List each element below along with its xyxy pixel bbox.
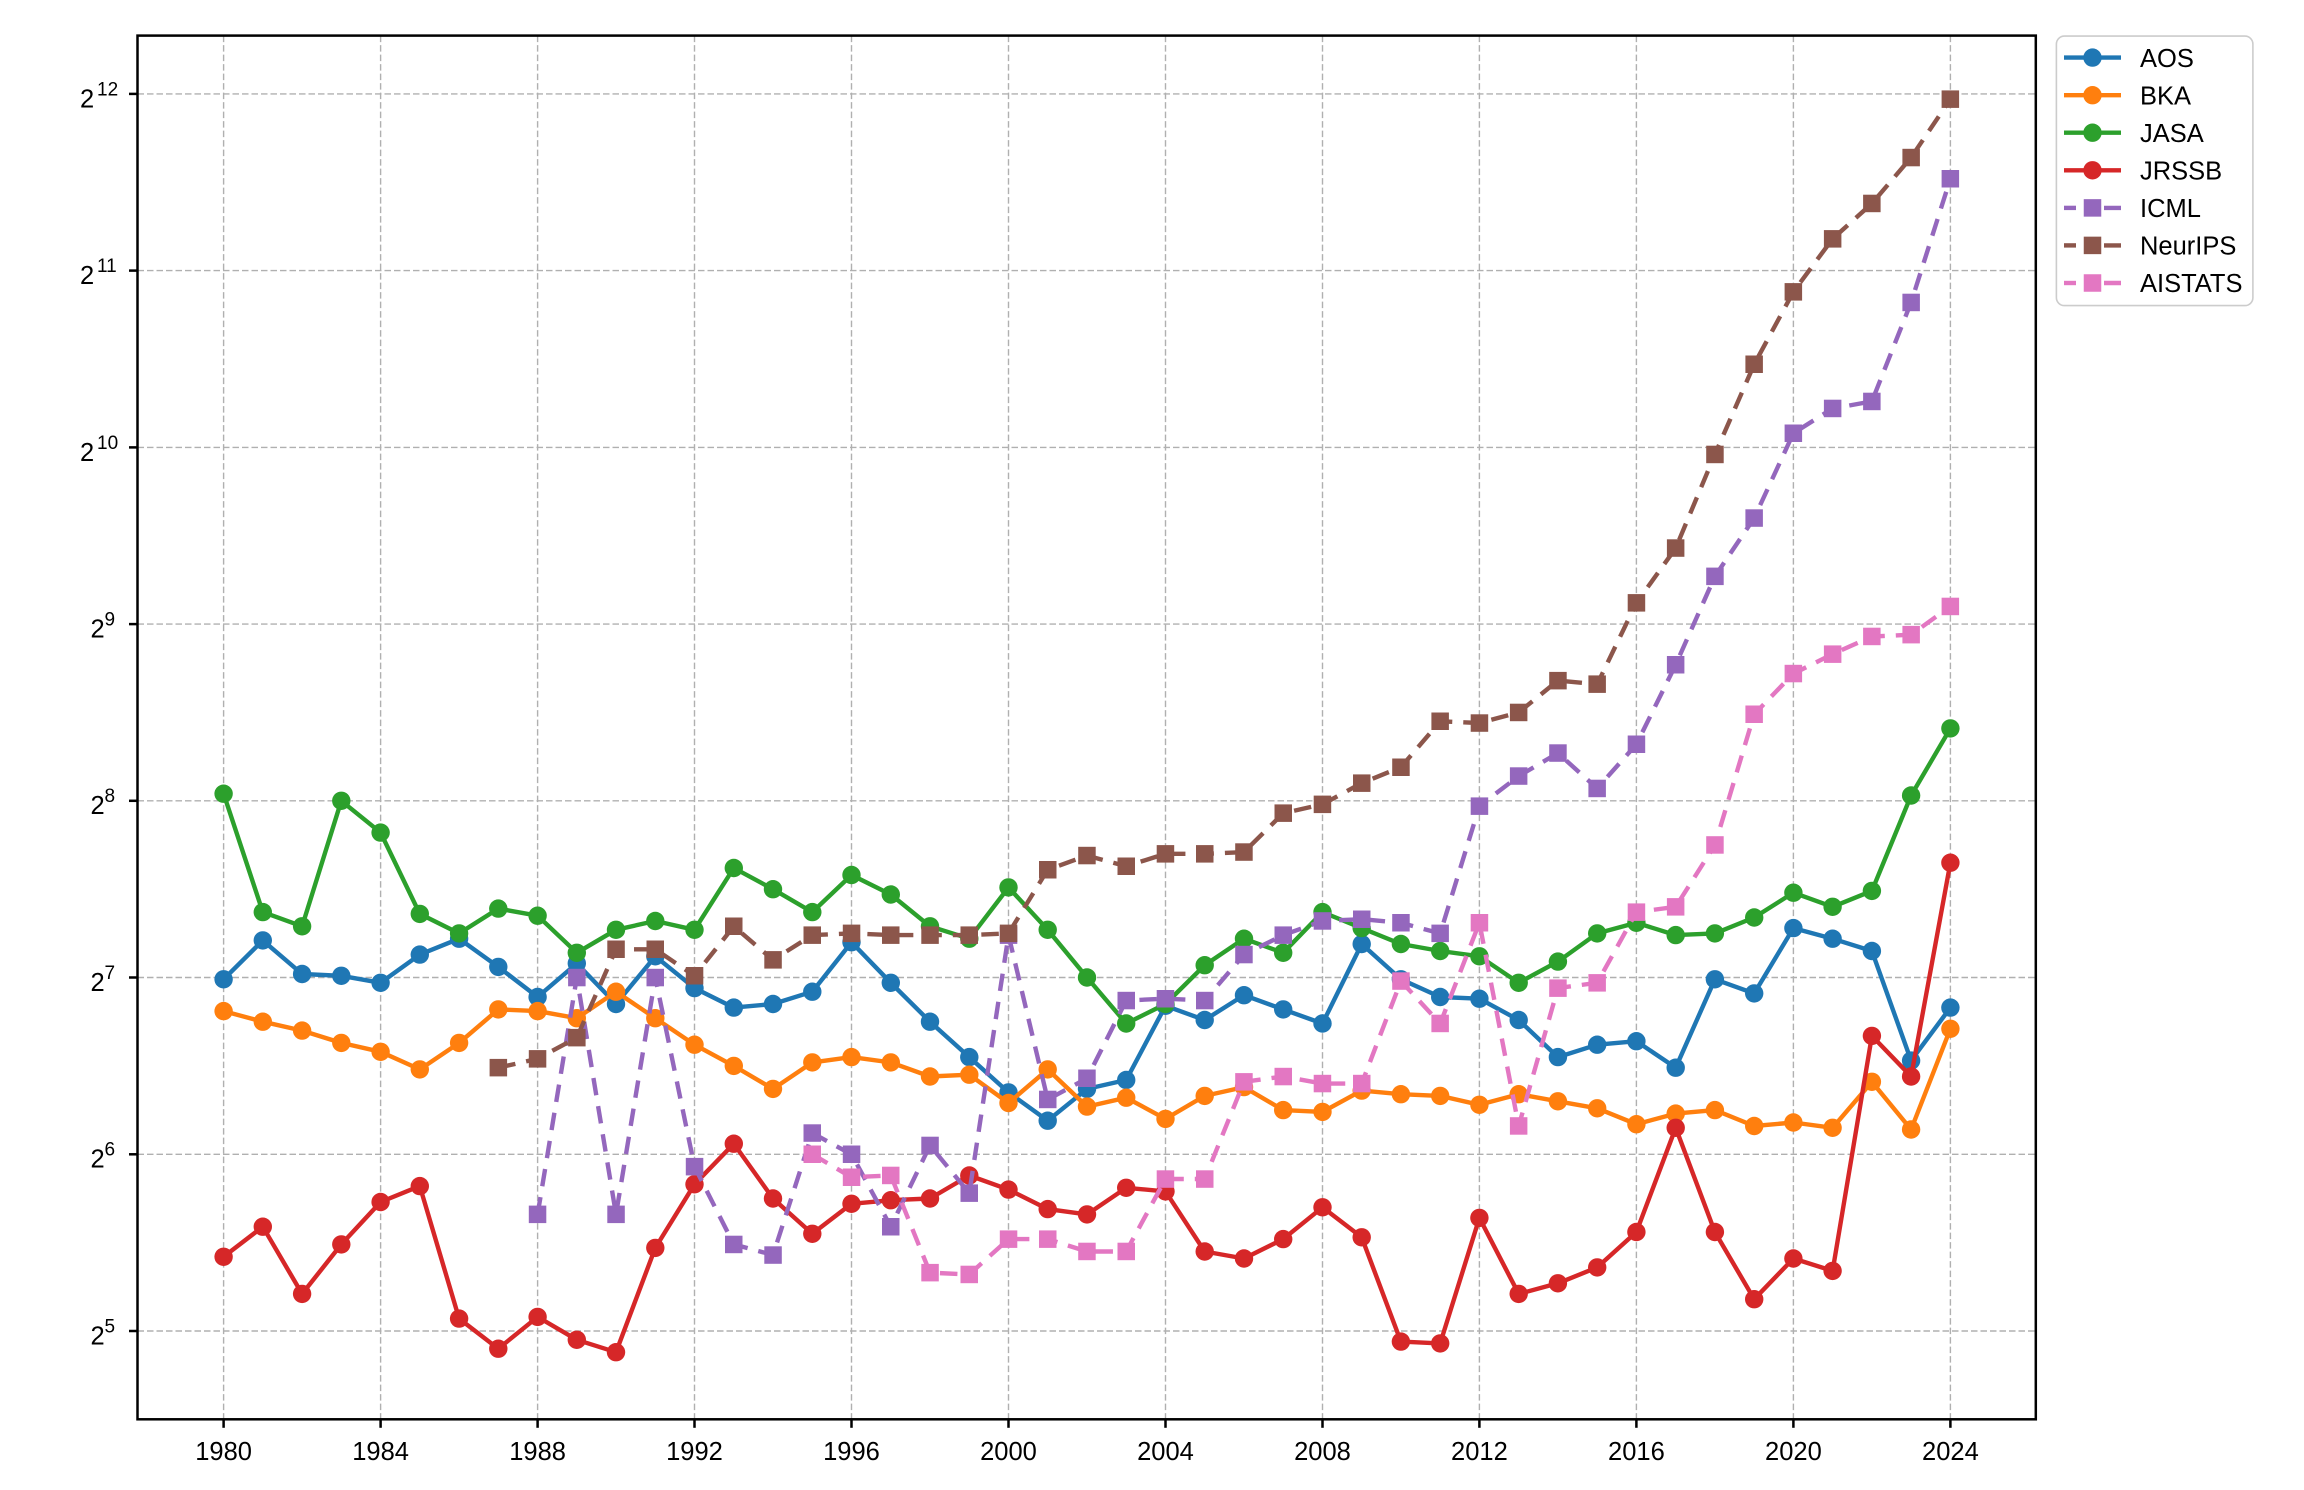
svg-text:JRSSB: JRSSB bbox=[2140, 158, 2222, 186]
svg-text:1992: 1992 bbox=[666, 1438, 723, 1466]
svg-text:NeurIPS: NeurIPS bbox=[2140, 233, 2236, 261]
svg-text:2: 2 bbox=[80, 262, 94, 290]
svg-text:9: 9 bbox=[105, 610, 116, 631]
svg-text:12: 12 bbox=[97, 79, 118, 100]
svg-text:1980: 1980 bbox=[195, 1438, 252, 1466]
svg-text:ICML: ICML bbox=[2140, 195, 2201, 223]
svg-text:2: 2 bbox=[91, 969, 105, 997]
svg-text:AOS: AOS bbox=[2140, 45, 2194, 73]
svg-text:1984: 1984 bbox=[352, 1438, 409, 1466]
svg-text:2020: 2020 bbox=[1765, 1438, 1822, 1466]
svg-text:1988: 1988 bbox=[509, 1438, 566, 1466]
svg-text:2: 2 bbox=[91, 1146, 105, 1174]
svg-text:AISTATS: AISTATS bbox=[2140, 270, 2243, 298]
svg-text:JASA: JASA bbox=[2140, 120, 2204, 148]
svg-text:2004: 2004 bbox=[1137, 1438, 1194, 1466]
svg-text:5: 5 bbox=[105, 1316, 116, 1337]
svg-text:BKA: BKA bbox=[2140, 82, 2191, 110]
svg-text:2: 2 bbox=[91, 792, 105, 820]
svg-text:11: 11 bbox=[97, 256, 117, 277]
svg-text:6: 6 bbox=[105, 1140, 116, 1161]
svg-text:2024: 2024 bbox=[1922, 1438, 1979, 1466]
svg-text:8: 8 bbox=[105, 786, 116, 807]
svg-text:1996: 1996 bbox=[823, 1438, 880, 1466]
svg-text:2: 2 bbox=[91, 616, 105, 644]
svg-text:7: 7 bbox=[105, 963, 116, 984]
svg-text:2000: 2000 bbox=[980, 1438, 1037, 1466]
svg-text:2: 2 bbox=[80, 439, 94, 467]
svg-text:10: 10 bbox=[97, 433, 118, 454]
svg-text:2: 2 bbox=[91, 1322, 105, 1350]
svg-text:2016: 2016 bbox=[1608, 1438, 1665, 1466]
svg-text:2012: 2012 bbox=[1451, 1438, 1508, 1466]
svg-text:2008: 2008 bbox=[1294, 1438, 1351, 1466]
svg-text:2: 2 bbox=[80, 85, 94, 113]
